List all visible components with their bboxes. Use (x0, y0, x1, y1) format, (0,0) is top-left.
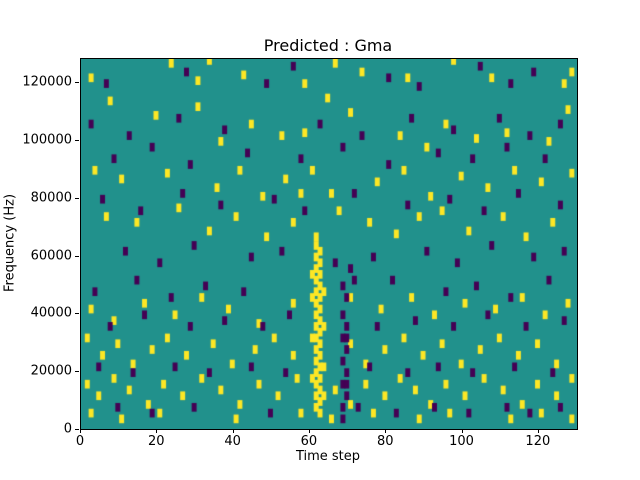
heatmap-canvas (81, 59, 577, 429)
x-tick-label: 80 (376, 434, 394, 449)
y-tick-mark (75, 139, 79, 141)
y-tick-mark (75, 197, 79, 199)
y-tick-mark (75, 255, 79, 257)
y-axis-ticks: 0 20000 40000 60000 80000 100000 120000 (0, 58, 79, 437)
x-tick-label: 100 (449, 434, 474, 449)
x-tick-mark (385, 429, 387, 433)
x-tick-label: 20 (148, 434, 165, 449)
x-tick-mark (156, 429, 158, 433)
x-tick-mark (232, 429, 234, 433)
x-tick-mark (537, 429, 539, 433)
y-tick-label: 60000 (30, 248, 72, 264)
plot-area (80, 58, 578, 430)
y-tick-label: 0 (63, 421, 72, 437)
x-tick-mark (308, 429, 310, 433)
y-tick-label: 120000 (22, 74, 72, 90)
x-tick-label: 120 (525, 434, 551, 449)
chart-title: Predicted : Gma (263, 36, 393, 55)
y-tick-mark (75, 313, 79, 315)
y-tick-label: 40000 (30, 305, 72, 321)
x-tick-mark (461, 429, 463, 433)
y-tick-label: 100000 (22, 132, 72, 148)
x-axis-ticks: 0 20 40 60 80 100 120 (76, 429, 576, 451)
y-tick-label: 20000 (30, 363, 72, 379)
y-tick-mark (75, 429, 79, 430)
x-tick-label: 0 (75, 434, 85, 449)
y-tick-mark (75, 371, 79, 373)
x-axis-label: Time step (295, 449, 361, 464)
x-tick-label: 40 (224, 434, 241, 449)
y-tick-mark (75, 82, 79, 84)
y-tick-label: 80000 (30, 190, 72, 206)
x-tick-mark (80, 429, 81, 433)
x-tick-label: 60 (300, 434, 318, 449)
